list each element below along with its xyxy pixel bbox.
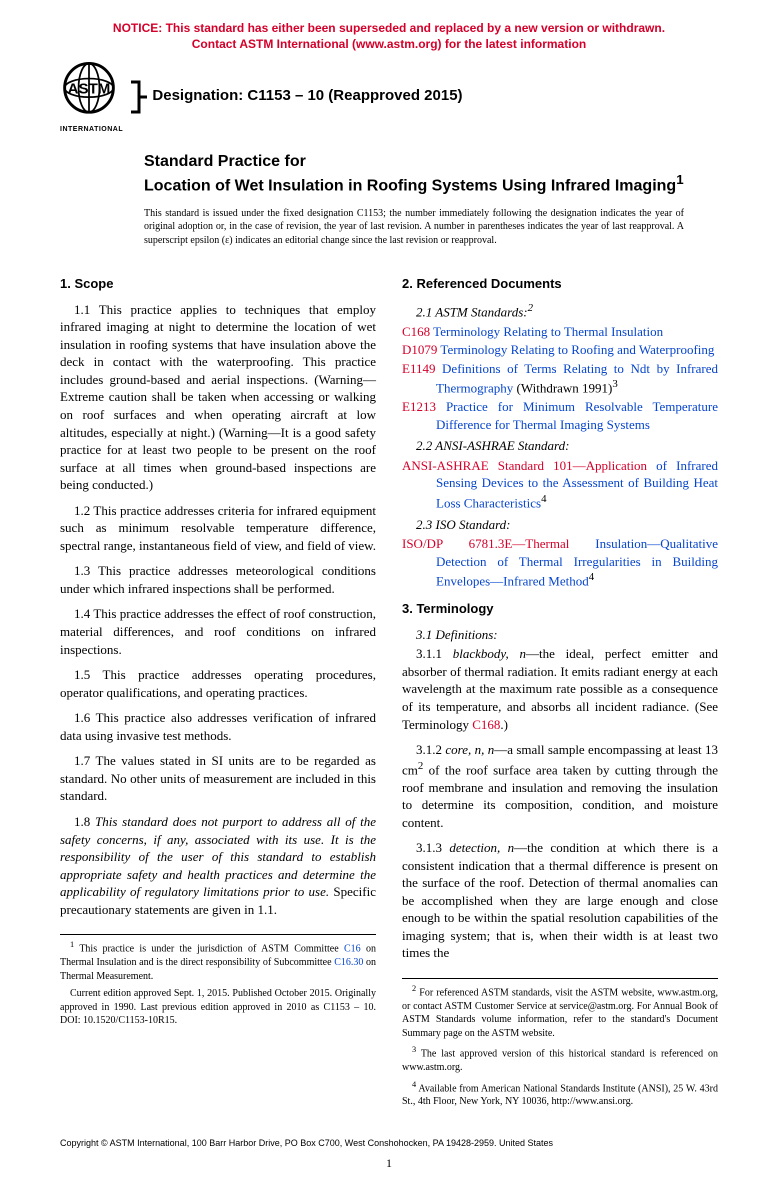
para-1-7: 1.7 The values stated in SI units are to… [60, 752, 376, 805]
ref-e1149: E1149 Definitions of Terms Relating to N… [402, 360, 718, 397]
definitions-subhead: 3.1 Definitions: [402, 626, 718, 644]
body-columns: 1. Scope 1.1 This practice applies to te… [60, 265, 718, 1113]
ref-ashrae-101: ANSI-ASHRAE Standard 101—Application of … [402, 457, 718, 512]
designation-line: Designation: C1153 – 10 (Reapproved 2015… [129, 80, 462, 114]
footnote-3: 3 The last approved version of this hist… [402, 1044, 718, 1074]
issuance-note: This standard is issued under the fixed … [144, 207, 684, 248]
svg-text:ASTM: ASTM [68, 81, 111, 98]
title-block: Standard Practice for Location of Wet In… [144, 152, 718, 196]
document-page: NOTICE: This standard has either been su… [0, 0, 778, 1201]
designation-text: Designation: C1153 – 10 (Reapproved 2015… [152, 87, 462, 104]
ref-d1079: D1079 Terminology Relating to Roofing an… [402, 341, 718, 359]
designation-bracket-icon [129, 80, 149, 114]
para-1-3: 1.3 This practice addresses meteorologic… [60, 562, 376, 597]
para-1-8: 1.8 This standard does not purport to ad… [60, 813, 376, 918]
ref-iso-6781: ISO/DP 6781.3E—Thermal Insulation—Qualit… [402, 535, 718, 590]
notice-line-2: Contact ASTM International (www.astm.org… [192, 37, 586, 51]
right-footnotes: 2 For referenced ASTM standards, visit t… [402, 978, 718, 1109]
copyright-line: Copyright © ASTM International, 100 Barr… [60, 1137, 718, 1149]
def-blackbody: 3.1.1 blackbody, n—the ideal, perfect em… [402, 645, 718, 733]
footnote-2: 2 For referenced ASTM standards, visit t… [402, 983, 718, 1040]
title-prefix: Standard Practice for [144, 152, 718, 172]
scope-heading: 1. Scope [60, 275, 376, 293]
right-column: 2. Referenced Documents 2.1 ASTM Standar… [402, 265, 718, 1113]
left-column: 1. Scope 1.1 This practice applies to te… [60, 265, 376, 1113]
iso-standard-subhead: 2.3 ISO Standard: [402, 516, 718, 534]
logo-caption: INTERNATIONAL [60, 125, 123, 134]
footnote-1-cont: Current edition approved Sept. 1, 2015. … [60, 987, 376, 1028]
astm-logo-icon: ASTM [60, 60, 118, 118]
page-number: 1 [60, 1155, 718, 1171]
para-1-2: 1.2 This practice addresses criteria for… [60, 502, 376, 555]
title-main: Location of Wet Insulation in Roofing Sy… [144, 172, 718, 196]
para-1-6: 1.6 This practice also addresses verific… [60, 709, 376, 744]
astm-standards-subhead: 2.1 ASTM Standards:2 [402, 301, 718, 321]
left-footnotes: 1 This practice is under the jurisdictio… [60, 934, 376, 1027]
footnote-4: 4 Available from American National Stand… [402, 1079, 718, 1109]
ref-c168: C168 Terminology Relating to Thermal Ins… [402, 323, 718, 341]
ansi-ashrae-subhead: 2.2 ANSI-ASHRAE Standard: [402, 437, 718, 455]
para-1-5: 1.5 This practice addresses operating pr… [60, 666, 376, 701]
para-1-1: 1.1 This practice applies to techniques … [60, 301, 376, 494]
ref-e1213: E1213 Practice for Minimum Resolvable Te… [402, 398, 718, 433]
terminology-heading: 3. Terminology [402, 600, 718, 618]
notice-line-1: NOTICE: This standard has either been su… [113, 21, 665, 35]
def-core: 3.1.2 core, n, n—a small sample encompas… [402, 741, 718, 831]
astm-logo-block: ASTM INTERNATIONAL [60, 60, 123, 134]
para-1-4: 1.4 This practice addresses the effect o… [60, 605, 376, 658]
footnote-1: 1 This practice is under the jurisdictio… [60, 939, 376, 983]
refdocs-heading: 2. Referenced Documents [402, 275, 718, 293]
designation-header: ASTM INTERNATIONAL Designation: C1153 – … [60, 60, 718, 134]
def-detection: 3.1.3 detection, n—the condition at whic… [402, 839, 718, 962]
supersession-notice: NOTICE: This standard has either been su… [60, 20, 718, 52]
